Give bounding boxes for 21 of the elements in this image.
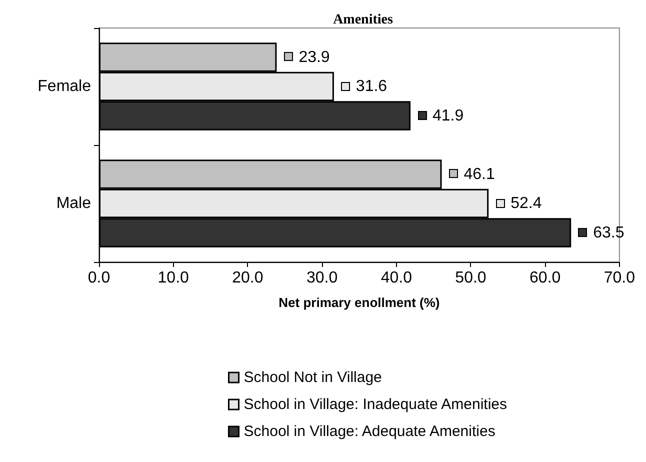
x-tick-label: 50.0 — [455, 270, 486, 286]
x-tick-label: 30.0 — [306, 270, 338, 286]
chart-title: Amenities — [333, 12, 394, 28]
y-tick-label: Female — [38, 78, 92, 95]
x-tick-label: 60.0 — [530, 270, 561, 286]
x-axis-title: Net primary enollment (%) — [278, 295, 440, 310]
x-tick-label: 70.0 — [604, 270, 636, 286]
legend-label: School in Village: Inadequate Amenities — [244, 396, 507, 413]
data-label: 52.4 — [510, 195, 542, 212]
x-tick-label: 20.0 — [232, 270, 264, 286]
x-tick-label: 40.0 — [380, 270, 412, 286]
data-label: 63.5 — [593, 224, 624, 242]
x-tick-label: 0.0 — [88, 270, 110, 286]
x-tick-label: 10.0 — [158, 270, 190, 286]
data-label: 41.9 — [432, 107, 464, 124]
legend-label: School in Village: Adequate Amenities — [244, 423, 496, 440]
legend-label: School Not in Village — [244, 369, 382, 386]
data-label: 46.1 — [464, 166, 495, 183]
data-label: 23.9 — [298, 48, 330, 66]
data-label: 31.6 — [356, 78, 388, 95]
y-tick-label: Male — [56, 195, 92, 212]
